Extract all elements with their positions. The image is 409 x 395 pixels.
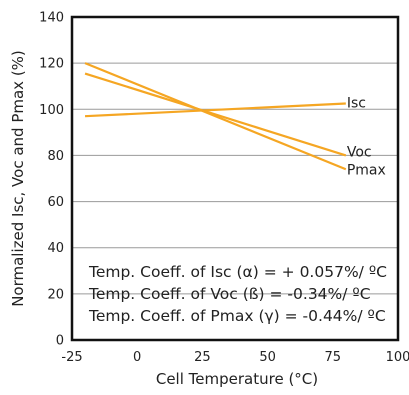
y-tick-label: 140 bbox=[39, 11, 64, 26]
series-line-voc bbox=[84, 72, 347, 157]
y-tick-label: 100 bbox=[39, 103, 64, 118]
y-tick-label: 120 bbox=[39, 57, 64, 72]
y-tick-label: 80 bbox=[47, 149, 64, 164]
y-axis-title: Normalized Isc, Voc and Pmax (%) bbox=[9, 50, 27, 307]
series-labels: Isc Voc Pmax bbox=[347, 96, 386, 179]
coefficient-annotations: Temp. Coeff. of Isc (α) = + 0.057%/ ºC Te… bbox=[88, 263, 387, 325]
y-tick-label: 0 bbox=[56, 334, 64, 349]
series-label-voc: Voc bbox=[347, 144, 372, 160]
coefficient-annotation: Temp. Coeff. of Isc (α) = + 0.057%/ ºC bbox=[88, 263, 387, 281]
series-label-isc: Isc bbox=[347, 96, 366, 112]
x-tick-label: 100 bbox=[386, 350, 409, 365]
x-tick-label: 75 bbox=[325, 350, 342, 365]
x-axis-title: Cell Temperature (°C) bbox=[156, 370, 318, 388]
y-tick-label: 60 bbox=[47, 195, 64, 210]
x-tick-label: -25 bbox=[61, 350, 82, 365]
y-tick-label: 20 bbox=[47, 287, 64, 302]
x-tick-label: 50 bbox=[259, 350, 276, 365]
coefficient-annotation: Temp. Coeff. of Pmax (γ) = -0.44%/ ºC bbox=[88, 307, 386, 325]
y-tick-label: 40 bbox=[47, 241, 64, 256]
series-lines bbox=[84, 62, 347, 171]
series-line-isc bbox=[84, 102, 346, 118]
coefficient-annotation: Temp. Coeff. of Voc (ß) = -0.34%/ ºC bbox=[88, 285, 371, 303]
series-line-pmax bbox=[84, 62, 347, 171]
series-label-pmax: Pmax bbox=[347, 162, 386, 178]
x-tick-label: 25 bbox=[194, 350, 211, 365]
plot-frame bbox=[70, 15, 400, 342]
x-tick-label: 0 bbox=[133, 350, 141, 365]
